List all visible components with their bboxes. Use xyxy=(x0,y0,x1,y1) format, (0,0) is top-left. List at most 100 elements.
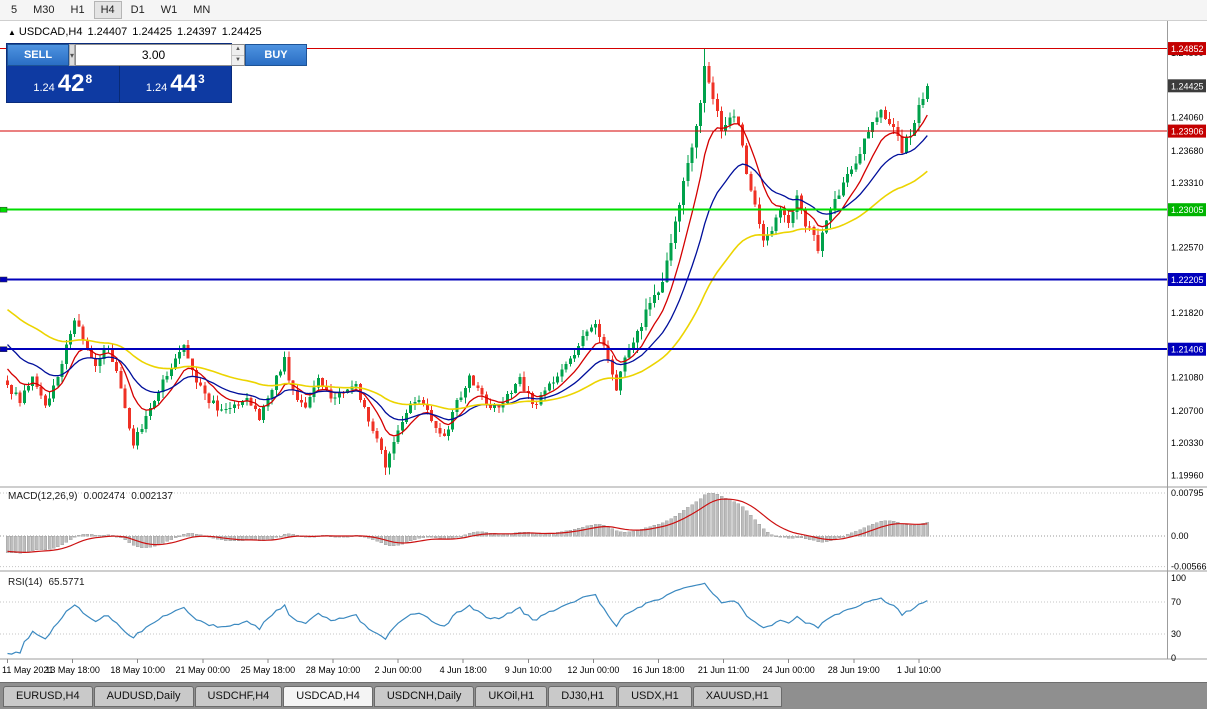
volume-decrease-button[interactable]: ▼ xyxy=(232,55,245,65)
chart-tab-usdx[interactable]: USDX,H1 xyxy=(618,685,692,707)
timeframe-button-m30[interactable]: M30 xyxy=(26,1,61,19)
caret-down-icon: ▾ xyxy=(70,50,75,60)
sell-button[interactable]: SELL xyxy=(7,44,69,66)
quote-divider xyxy=(118,66,120,102)
chart-tab-dj30[interactable]: DJ30,H1 xyxy=(548,685,618,707)
svg-text:1.24852: 1.24852 xyxy=(1171,44,1204,54)
chart-tab-usdchf[interactable]: USDCHF,H4 xyxy=(194,685,283,707)
svg-text:0: 0 xyxy=(1171,653,1176,663)
timeframe-button-w1[interactable]: W1 xyxy=(154,1,185,19)
timeframe-button-mn[interactable]: MN xyxy=(186,1,217,19)
rsi-indicator-label: RSI(14) 65.5771 xyxy=(8,577,91,588)
svg-text:70: 70 xyxy=(1171,597,1181,607)
chart-tab-eurusd[interactable]: EURUSD,H4 xyxy=(3,685,93,707)
svg-text:24 Jun 00:00: 24 Jun 00:00 xyxy=(763,665,815,675)
svg-text:100: 100 xyxy=(1171,573,1186,583)
price-badge xyxy=(1168,79,1206,93)
svg-text:1.23310: 1.23310 xyxy=(1171,178,1204,188)
buy-button[interactable]: BUY xyxy=(245,44,308,66)
macd-axis[interactable]: 0.00795 0.00 -0.00566 xyxy=(1171,488,1207,572)
volume-input[interactable] xyxy=(76,45,232,65)
ask-big-digits: 44 xyxy=(170,70,197,97)
svg-text:13 May 18:00: 13 May 18:00 xyxy=(45,665,100,675)
ohlc-close: 1.24425 xyxy=(221,26,262,38)
timeframe-toolbar: 5 M30 H1 H4 D1 W1 MN xyxy=(0,0,1207,21)
chart-tab-usdcnh[interactable]: USDCNH,Daily xyxy=(373,685,475,707)
macd-signal-line xyxy=(7,498,928,554)
chart-ohlc-header: ▲ USDCAD,H4 1.24407 1.24425 1.24397 1.24425 xyxy=(8,26,267,38)
chart-symbol: USDCAD,H4 xyxy=(18,26,83,38)
svg-text:1.20330: 1.20330 xyxy=(1171,438,1204,448)
svg-text:1.24425: 1.24425 xyxy=(1171,81,1204,91)
rsi-layer xyxy=(0,582,1167,655)
svg-text:1.22205: 1.22205 xyxy=(1171,275,1204,285)
ma-mid-line[interactable] xyxy=(7,135,928,421)
timeframe-button-h1[interactable]: H1 xyxy=(64,1,92,19)
bid-big-digits: 42 xyxy=(57,70,85,97)
svg-text:21 Jun 11:00: 21 Jun 11:00 xyxy=(698,665,749,675)
svg-text:1.24060: 1.24060 xyxy=(1171,113,1204,123)
svg-text:1.23906: 1.23906 xyxy=(1171,127,1204,137)
volume-preset-dropdown[interactable]: ▾ xyxy=(69,44,76,66)
volume-field: ▲ ▼ xyxy=(75,44,246,66)
svg-text:4 Jun 18:00: 4 Jun 18:00 xyxy=(440,665,487,675)
svg-text:1.23005: 1.23005 xyxy=(1171,205,1204,215)
svg-text:30: 30 xyxy=(1171,629,1181,639)
svg-text:28 May 10:00: 28 May 10:00 xyxy=(306,665,361,675)
timeframe-button-d1[interactable]: D1 xyxy=(124,1,152,19)
ohlc-low: 1.24397 xyxy=(177,26,217,38)
timeframe-button-h4[interactable]: H4 xyxy=(93,1,122,19)
svg-text:11 May 2021: 11 May 2021 xyxy=(2,665,53,675)
chart-tab-bar: EURUSD,H4 AUDUSD,Daily USDCHF,H4 USDCAD,H4 U… xyxy=(0,682,1207,709)
chart-tab-usdcad[interactable]: USDCAD,H4 xyxy=(283,685,373,707)
chart-tab-ukoil[interactable]: UKOil,H1 xyxy=(475,685,548,707)
svg-text:2 Jun 00:00: 2 Jun 00:00 xyxy=(375,665,422,675)
svg-text:12 Jun 00:00: 12 Jun 00:00 xyxy=(567,665,619,675)
volume-increase-button[interactable]: ▲ xyxy=(232,45,245,56)
chart-canvas[interactable]: 1.248001.240601.236801.233101.225701.218… xyxy=(0,21,1207,682)
svg-text:1.22570: 1.22570 xyxy=(1171,243,1204,253)
ask-price: 1.24 44 3 xyxy=(120,66,232,102)
price-badge xyxy=(1168,342,1206,356)
price-badge xyxy=(1168,273,1206,287)
svg-text:0.00795: 0.00795 xyxy=(1171,488,1204,498)
svg-text:1.20700: 1.20700 xyxy=(1171,406,1204,416)
candles-layer xyxy=(6,48,929,475)
svg-text:1.21080: 1.21080 xyxy=(1171,373,1204,383)
macd-name: MACD(12,26,9) xyxy=(8,491,78,502)
chart-tab-audusd[interactable]: AUDUSD,Daily xyxy=(93,685,194,707)
rsi-line xyxy=(7,582,928,655)
rsi-value: 65.5771 xyxy=(48,577,85,588)
volume-spinner: ▲ ▼ xyxy=(231,45,245,65)
svg-text:25 May 18:00: 25 May 18:00 xyxy=(241,665,296,675)
chart-tab-xauusd[interactable]: XAUUSD,H1 xyxy=(692,685,782,707)
svg-text:1 Jul 10:00: 1 Jul 10:00 xyxy=(897,665,941,675)
svg-text:-0.00566: -0.00566 xyxy=(1171,562,1207,572)
macd-signal-value: 0.002137 xyxy=(131,491,173,502)
rsi-axis[interactable]: 100 70 30 0 xyxy=(1171,573,1186,663)
trade-panel-controls: SELL ▾ ▲ ▼ BUY xyxy=(7,44,308,66)
level-line-left-marker[interactable] xyxy=(0,346,8,352)
expand-arrow-icon: ▲ xyxy=(8,28,16,37)
timeframe-button-5[interactable]: 5 xyxy=(4,1,24,19)
ma-fast-line[interactable] xyxy=(7,114,928,437)
moving-averages-layer xyxy=(7,114,928,437)
bid-pipette: 8 xyxy=(85,72,93,86)
svg-text:16 Jun 18:00: 16 Jun 18:00 xyxy=(632,665,684,675)
level-line-left-marker[interactable] xyxy=(0,206,8,213)
bid-prefix: 1.24 xyxy=(33,81,55,94)
chart-window[interactable]: 1.248001.240601.236801.233101.225701.218… xyxy=(0,21,1207,682)
price-axis[interactable]: 1.248001.240601.236801.233101.225701.218… xyxy=(1168,42,1206,480)
ma-slow-line[interactable] xyxy=(7,170,928,411)
bid-price: 1.24 42 8 xyxy=(7,66,119,102)
level-line-left-marker[interactable] xyxy=(0,276,8,283)
price-badge xyxy=(1168,203,1206,217)
svg-text:1.21406: 1.21406 xyxy=(1171,345,1204,355)
trade-panel-quotes: 1.24 42 8 1.24 44 3 xyxy=(7,66,231,102)
svg-text:1.19960: 1.19960 xyxy=(1171,470,1204,480)
price-badge xyxy=(1168,124,1206,138)
ohlc-high: 1.24425 xyxy=(132,26,173,38)
macd-value: 0.002474 xyxy=(83,491,126,502)
